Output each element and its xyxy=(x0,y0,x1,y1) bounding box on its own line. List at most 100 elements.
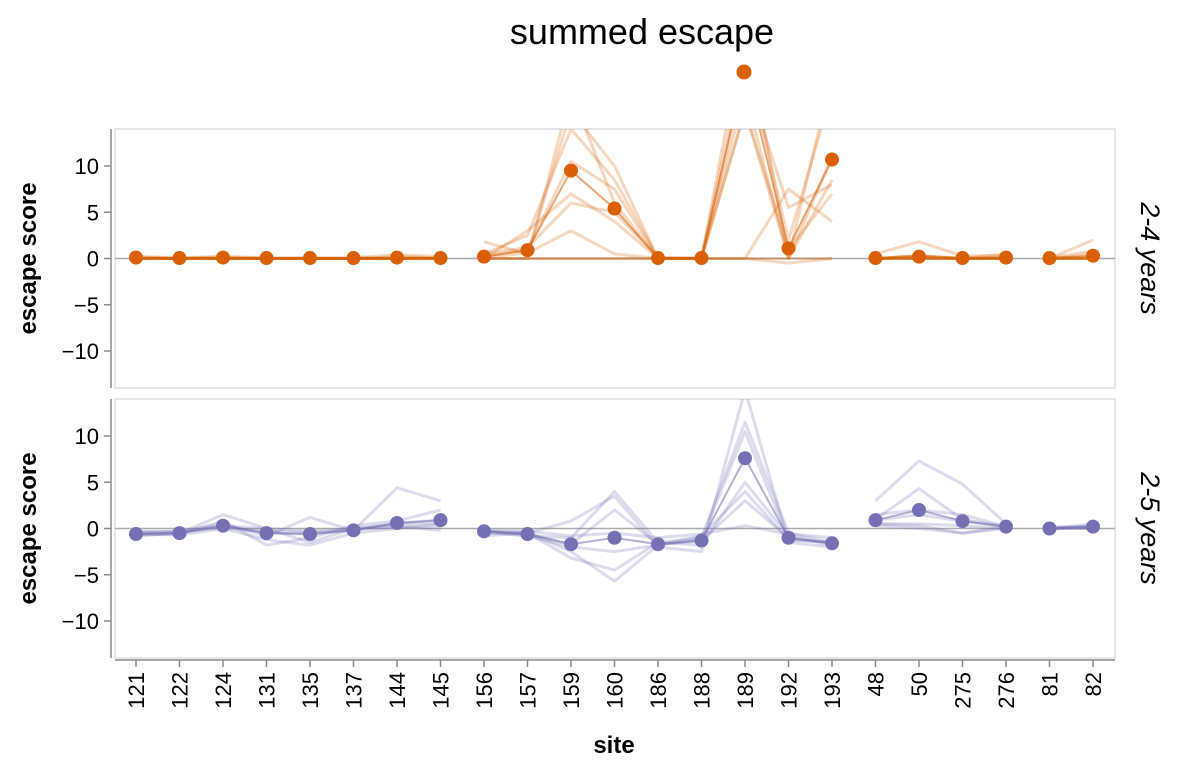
series-lines xyxy=(135,399,1094,583)
x-tick-label: 137 xyxy=(342,672,367,709)
x-tick-label: 145 xyxy=(429,672,454,709)
y-axis-title: escape score xyxy=(15,452,42,604)
series-line xyxy=(135,399,1094,554)
x-tick-label: 81 xyxy=(1038,672,1063,696)
data-point xyxy=(477,524,491,539)
x-tick-label: 48 xyxy=(864,672,889,696)
legend-title: summed escape xyxy=(510,11,774,52)
x-tick-label: 124 xyxy=(211,672,236,709)
x-tick-label: 50 xyxy=(907,672,932,696)
data-point xyxy=(390,515,404,530)
x-tick-label: 157 xyxy=(516,672,541,709)
data-point xyxy=(129,527,143,542)
x-tick-label: 159 xyxy=(559,672,584,709)
data-point xyxy=(520,527,535,542)
x-tick-label: 188 xyxy=(690,672,715,709)
data-point xyxy=(1042,521,1057,536)
y-tick-label: −10 xyxy=(62,609,99,634)
summed-points xyxy=(129,451,1100,552)
data-point xyxy=(607,530,622,545)
x-axis: site 121 122 124 131 135 137 144 145 156 157 159 16… xyxy=(115,659,1115,759)
series-lines xyxy=(135,129,1094,265)
x-tick-label: 192 xyxy=(777,672,802,709)
data-point xyxy=(303,527,317,542)
facet-label: 2-5 years xyxy=(1135,471,1165,585)
x-tick-label: 82 xyxy=(1081,672,1106,696)
data-point xyxy=(868,251,883,266)
facets: 10 5 0 −5 −10 escape score 2-4 years 10 5 0 −5 −10 e… xyxy=(15,128,1165,659)
facet-label: 2-4 years xyxy=(1135,201,1165,315)
series-line xyxy=(136,129,1093,260)
data-point xyxy=(520,243,535,258)
data-point xyxy=(1086,519,1100,534)
x-tick-label: 122 xyxy=(168,672,193,709)
series-line xyxy=(136,257,1093,265)
data-point xyxy=(216,518,230,533)
y-tick-label: 0 xyxy=(87,517,99,542)
data-point xyxy=(172,251,187,266)
data-point xyxy=(259,526,274,541)
data-point xyxy=(868,513,883,528)
data-point xyxy=(259,251,274,266)
data-point xyxy=(564,537,578,552)
data-point xyxy=(912,503,926,517)
y-tick-label: −5 xyxy=(74,293,99,318)
y-tick-label: 10 xyxy=(75,154,99,179)
data-point xyxy=(999,519,1013,534)
data-point xyxy=(216,250,230,265)
x-tick-label: 131 xyxy=(255,672,280,709)
data-point xyxy=(955,514,970,529)
data-point xyxy=(477,249,491,264)
data-point xyxy=(564,163,578,178)
data-point xyxy=(433,251,448,266)
series-line xyxy=(135,429,1094,583)
data-point xyxy=(172,526,187,541)
series-line xyxy=(135,129,1094,260)
y-axis-title: escape score xyxy=(15,182,42,334)
legend-symbol xyxy=(736,64,752,80)
x-tick-label: 276 xyxy=(994,672,1019,709)
facet-panel: 10 5 0 −5 −10 escape score 2-5 years xyxy=(15,398,1165,659)
x-tick-label: 189 xyxy=(733,672,758,709)
x-tick-label: 275 xyxy=(951,672,976,709)
data-point xyxy=(781,241,796,256)
data-point xyxy=(825,536,839,551)
y-tick-label: 5 xyxy=(87,470,99,495)
x-tick-label: 193 xyxy=(820,672,845,709)
data-point xyxy=(346,523,361,538)
x-tick-label: 186 xyxy=(646,672,671,709)
data-point xyxy=(912,249,926,264)
facet-panel: 10 5 0 −5 −10 escape score 2-4 years xyxy=(15,128,1165,389)
x-tick-label: 121 xyxy=(124,672,149,709)
data-point xyxy=(433,513,448,528)
data-point xyxy=(651,251,665,266)
legend: summed escape xyxy=(510,11,774,80)
x-tick-label: 160 xyxy=(603,672,628,709)
data-point xyxy=(1042,251,1057,266)
x-tick-label: 135 xyxy=(298,672,323,709)
data-point xyxy=(955,251,970,266)
y-tick-label: −5 xyxy=(74,563,99,588)
data-point xyxy=(129,250,143,265)
data-point xyxy=(825,152,839,167)
x-axis-title: site xyxy=(593,732,634,759)
data-point xyxy=(346,251,361,266)
series-line xyxy=(136,129,1094,260)
data-point xyxy=(651,537,665,552)
data-point xyxy=(607,201,622,216)
data-point xyxy=(303,251,317,266)
y-tick-label: 10 xyxy=(75,424,99,449)
x-tick-label: 144 xyxy=(385,672,410,709)
summed-points xyxy=(129,152,1100,266)
y-tick-label: −10 xyxy=(62,339,99,364)
data-point xyxy=(1086,248,1100,263)
data-point xyxy=(390,250,404,265)
series-line xyxy=(135,129,1094,260)
y-tick-label: 0 xyxy=(87,247,99,272)
x-tick-label: 156 xyxy=(472,672,497,709)
data-point xyxy=(999,250,1013,265)
data-point xyxy=(694,251,709,266)
y-tick-label: 5 xyxy=(87,200,99,225)
data-point xyxy=(694,533,709,548)
